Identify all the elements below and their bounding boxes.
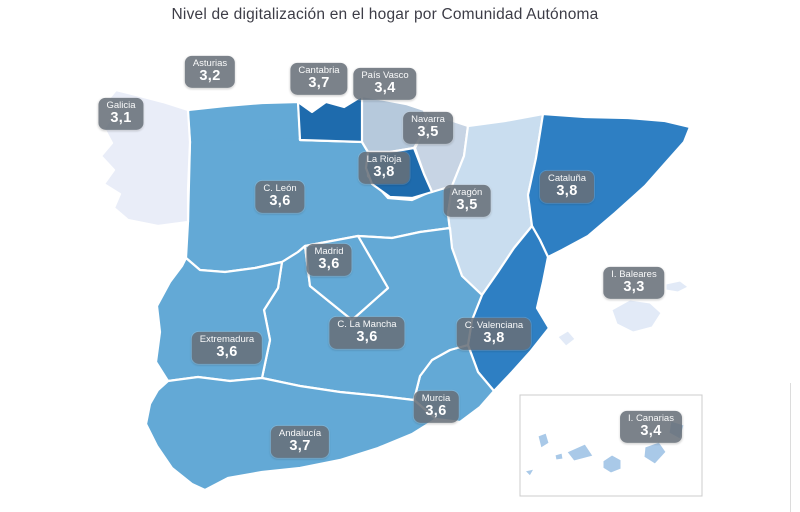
canarias-la-gomera-island[interactable] [554,452,564,461]
page-title: Nivel de digitalización en el hogar por … [171,6,599,23]
canarias-tenerife-island[interactable] [566,443,594,462]
canarias-la-palma-island[interactable] [537,432,550,449]
page-edge-line [790,383,791,512]
baleares-menorca-island[interactable] [665,280,689,293]
canarias-inset-frame [519,394,703,497]
cataluna-region[interactable] [526,112,692,259]
extremadura-region[interactable] [154,256,284,383]
baleares-mallorca-island[interactable] [611,299,662,333]
asturias-region[interactable] [189,104,299,141]
galicia-region[interactable] [99,88,192,228]
canarias-gran-canaria-island[interactable] [602,454,622,474]
cantabria-region[interactable] [296,94,366,144]
baleares-ibiza-island[interactable] [557,330,576,347]
canarias-el-hierro-island[interactable] [524,468,535,477]
